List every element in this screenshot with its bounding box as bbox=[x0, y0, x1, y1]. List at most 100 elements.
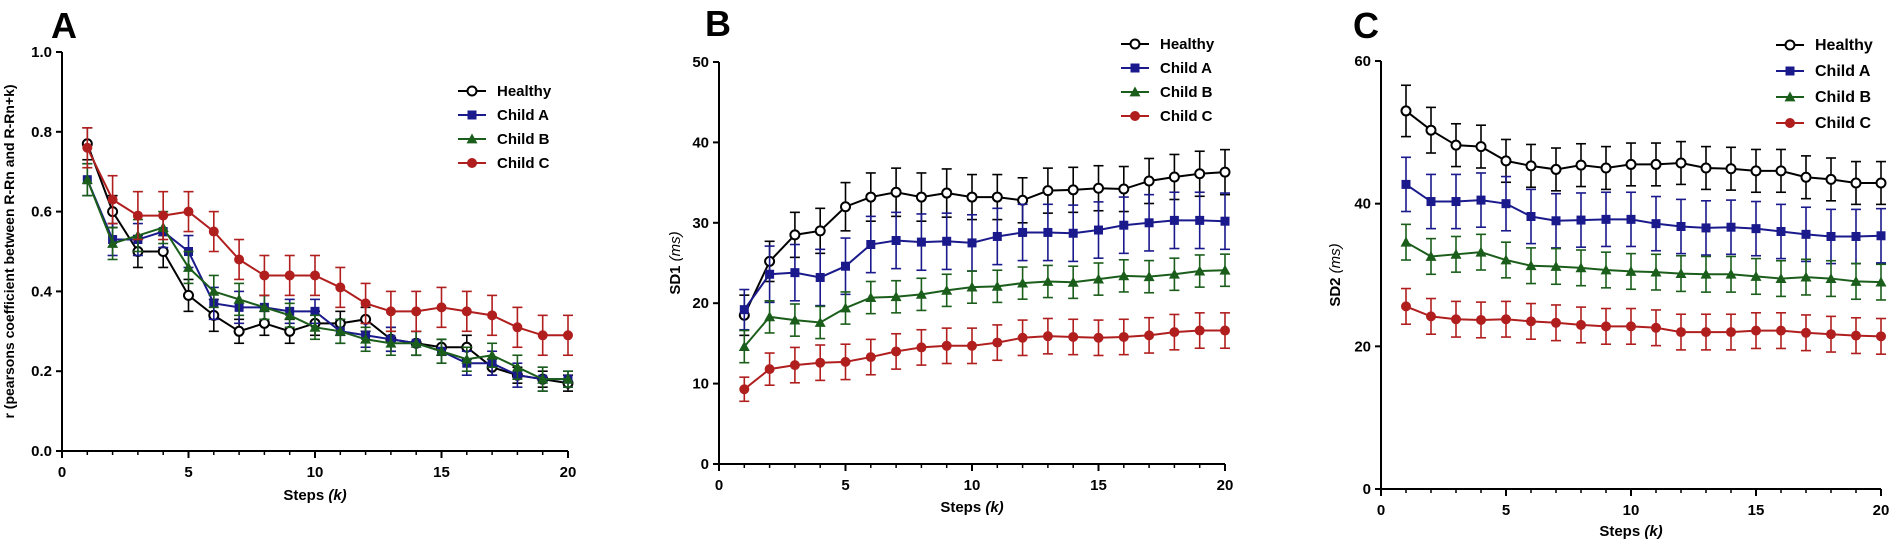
data-point bbox=[1219, 264, 1231, 275]
chart-panel-a: A 0.0 0.2 0.4 0.6 0.8 1.0 0 5 10 15 20 Steps (k) r (p… bbox=[1, 5, 576, 504]
data-point bbox=[1194, 325, 1205, 336]
data-point bbox=[1876, 331, 1886, 342]
legend-label: Child C bbox=[497, 155, 550, 172]
data-point bbox=[916, 237, 926, 247]
data-point bbox=[1701, 327, 1711, 338]
data-point bbox=[1093, 332, 1104, 343]
series-healthy bbox=[738, 148, 1231, 337]
data-point bbox=[385, 337, 397, 348]
data-point bbox=[360, 333, 372, 344]
series-child-a bbox=[82, 162, 573, 392]
data-point bbox=[259, 270, 270, 281]
data-point bbox=[258, 301, 270, 312]
data-point bbox=[1625, 158, 1637, 170]
data-point bbox=[1500, 254, 1512, 265]
data-point bbox=[1426, 311, 1436, 322]
legend-marker bbox=[1784, 39, 1796, 51]
data-point bbox=[941, 340, 952, 351]
data-point bbox=[1850, 177, 1862, 189]
data-point bbox=[1451, 197, 1461, 207]
y-axis-label-text: SD1 bbox=[667, 265, 684, 294]
data-point bbox=[461, 353, 473, 364]
data-point bbox=[334, 325, 346, 336]
legend-marker bbox=[1129, 38, 1141, 50]
data-point bbox=[1550, 260, 1562, 271]
data-point bbox=[1476, 195, 1486, 205]
data-point bbox=[765, 269, 775, 279]
data-point bbox=[890, 291, 902, 302]
data-point bbox=[890, 186, 902, 198]
data-point bbox=[739, 384, 750, 395]
data-point bbox=[1875, 177, 1887, 189]
data-point bbox=[1168, 268, 1180, 279]
data-point bbox=[1093, 273, 1104, 284]
legend-label: Child A bbox=[1160, 60, 1212, 77]
data-point bbox=[1650, 158, 1662, 170]
data-point bbox=[1144, 218, 1154, 228]
data-point bbox=[1501, 199, 1511, 209]
legend-marker bbox=[1784, 91, 1796, 102]
y-tick-label: 0.6 bbox=[31, 204, 52, 221]
data-point bbox=[1700, 268, 1712, 279]
y-axis-label-text: r (pearsons coefficient between R-Rn and… bbox=[1, 84, 17, 418]
data-point bbox=[563, 330, 573, 341]
data-point bbox=[942, 236, 952, 246]
data-point bbox=[436, 345, 447, 356]
data-point bbox=[1143, 175, 1155, 187]
legend: Healthy Child A Child B Child C bbox=[1121, 36, 1215, 125]
y-tick-label: 0.2 bbox=[31, 363, 52, 380]
y-axis-label-unit: (ms) bbox=[667, 231, 684, 265]
data-point bbox=[310, 306, 320, 316]
series-child-b bbox=[81, 162, 574, 392]
data-point bbox=[1551, 216, 1561, 226]
data-point bbox=[1067, 184, 1079, 196]
data-point bbox=[1651, 219, 1661, 229]
data-point bbox=[1876, 231, 1886, 241]
data-point bbox=[1726, 327, 1736, 338]
series-child-c bbox=[739, 312, 1230, 403]
data-point bbox=[1475, 141, 1487, 153]
data-point bbox=[284, 309, 296, 320]
data-point bbox=[1726, 222, 1736, 232]
data-point bbox=[1093, 182, 1104, 194]
series-line bbox=[743, 171, 1226, 316]
data-point bbox=[132, 210, 143, 221]
data-point bbox=[1576, 319, 1586, 330]
data-point bbox=[436, 302, 447, 313]
data-point bbox=[1750, 270, 1762, 281]
y-tick-label: 20 bbox=[1354, 338, 1371, 355]
legend-marker bbox=[1130, 111, 1140, 121]
data-point bbox=[739, 305, 749, 315]
data-point bbox=[1800, 271, 1812, 282]
y-tick-label: 60 bbox=[1354, 53, 1371, 70]
data-point bbox=[1400, 105, 1412, 117]
data-point bbox=[1451, 314, 1461, 325]
data-point bbox=[208, 285, 220, 296]
x-tick-label: 5 bbox=[184, 464, 192, 481]
y-tick-label: 30 bbox=[692, 215, 709, 232]
data-point bbox=[1017, 332, 1028, 343]
data-point bbox=[310, 270, 320, 281]
data-point bbox=[1751, 325, 1761, 336]
legend-label: Child A bbox=[497, 107, 549, 124]
legend-marker bbox=[467, 158, 477, 168]
y-axis-label-text: SD2 bbox=[1327, 277, 1344, 306]
legend-label: Child B bbox=[1815, 89, 1871, 106]
data-point bbox=[1118, 183, 1130, 195]
data-point bbox=[1426, 197, 1436, 207]
data-point bbox=[1042, 275, 1054, 286]
data-point bbox=[866, 240, 876, 250]
y-tick-label: 40 bbox=[1354, 196, 1371, 213]
x-tick-label: 15 bbox=[1090, 477, 1107, 494]
series-line bbox=[743, 269, 1226, 348]
data-point bbox=[1775, 165, 1787, 177]
legend-label: Healthy bbox=[1815, 37, 1873, 54]
data-point bbox=[1825, 173, 1837, 185]
data-point bbox=[1143, 271, 1155, 282]
data-point bbox=[789, 229, 801, 241]
x-tick-label: 20 bbox=[560, 464, 577, 481]
y-axis-label: SD1 (ms) bbox=[667, 231, 684, 294]
x-tick-label: 20 bbox=[1217, 477, 1234, 494]
data-point bbox=[1194, 168, 1206, 180]
series-child-c bbox=[82, 127, 573, 357]
